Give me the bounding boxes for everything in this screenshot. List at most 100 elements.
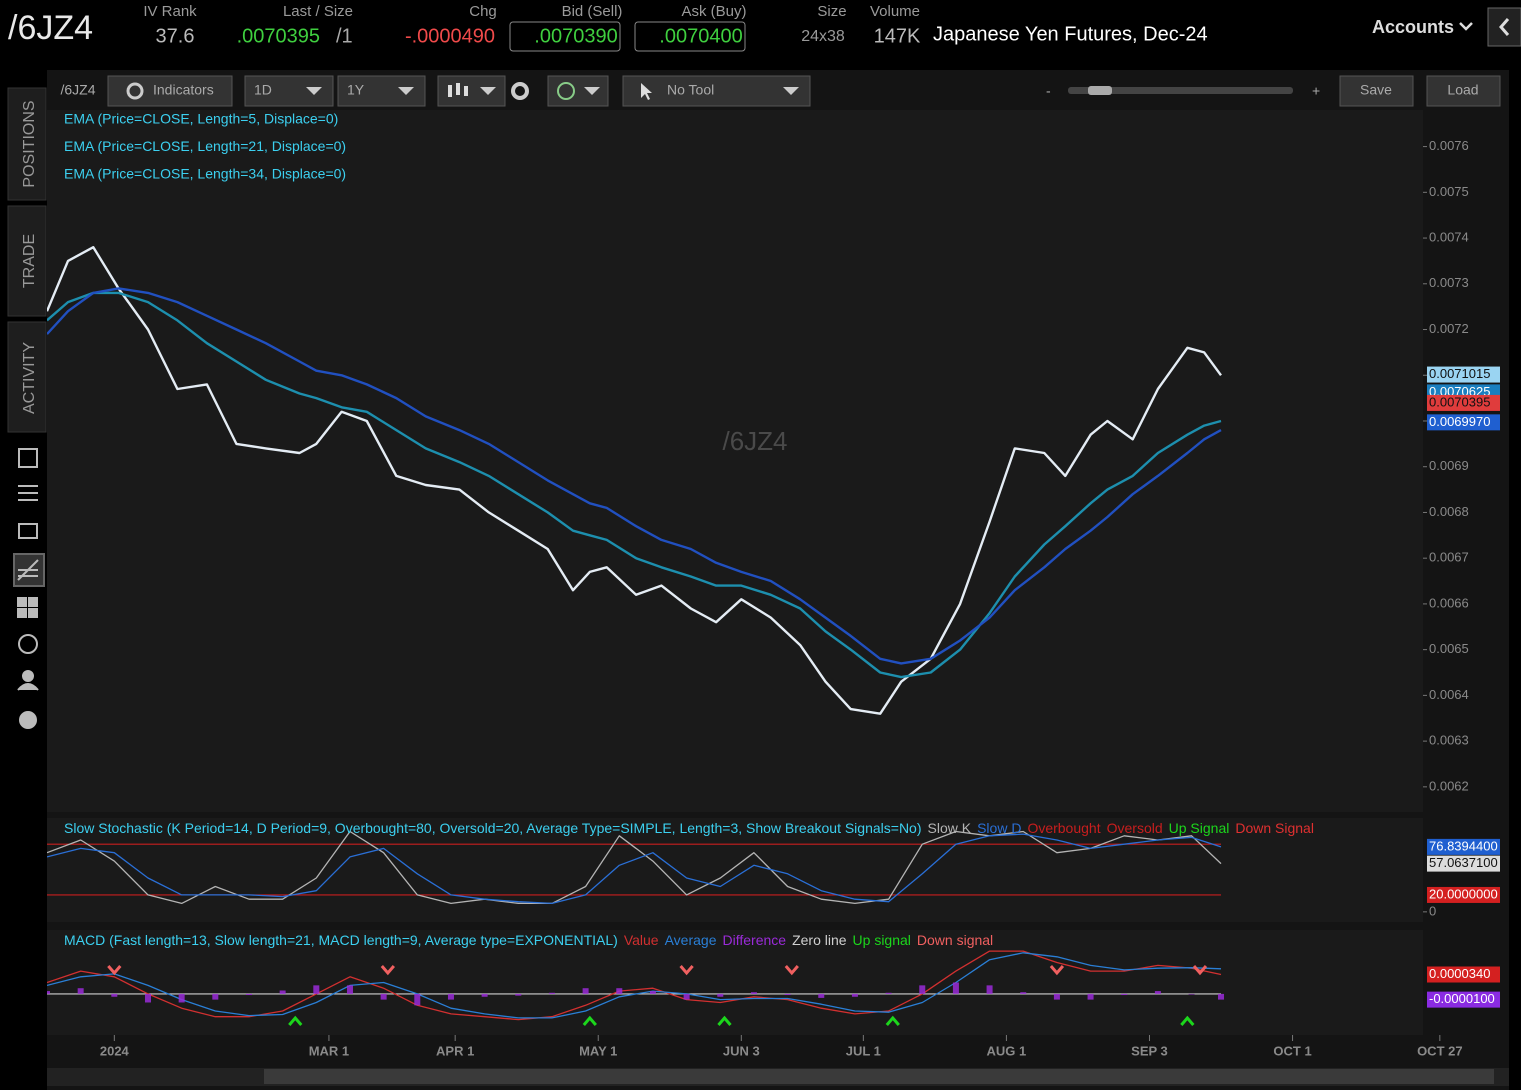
cursor-icon [641,83,652,100]
button-label[interactable]: Save [1360,82,1392,98]
price-label: 76.8394400 [1429,838,1498,853]
histogram-bar [346,985,353,994]
y-tick-label: 0.0076 [1429,138,1469,153]
signal-marker [885,1015,900,1026]
select-value[interactable]: 1D [254,82,272,98]
side-tab[interactable] [7,87,47,201]
accounts[interactable]: Accounts [1372,17,1454,37]
price-label-box [1427,886,1500,903]
legend-entry: Zero line [792,932,847,948]
histogram-bar [717,993,724,997]
histogram-bar [178,993,185,1003]
histogram-bar [952,982,959,994]
save-button[interactable] [1339,75,1414,107]
tab-label[interactable]: POSITIONS [21,100,38,187]
scroll-thumb[interactable] [264,1069,1494,1084]
chevron[interactable] [1459,22,1473,31]
caret [480,87,496,95]
signal-marker [107,965,122,976]
x-tick-label: JUN 3 [723,1043,760,1058]
histogram-bar [784,993,791,996]
tool-select[interactable] [622,75,811,107]
tab-label[interactable]: TRADE [21,234,38,288]
histogram-bar [111,993,118,997]
legend-entry: Slow Stochastic (K Period=14, D Period=9… [64,820,922,836]
price-label: 0.0069970 [1429,414,1490,429]
histogram-bar [1121,993,1128,996]
signal-marker [679,965,694,976]
zoom-in[interactable]: + [1312,83,1320,99]
legend: Slow Stochastic (K Period=14, D Period=9… [64,820,1314,836]
select-value[interactable]: No Tool [667,82,714,98]
y-tick-label: 0.0063 [1429,733,1469,748]
button-label[interactable]: Load [1447,82,1478,98]
series-line [47,291,1222,679]
label: Last / Size [283,3,353,20]
y-tick-label: 0.0069 [1429,458,1469,473]
drawing-icon [557,82,575,100]
price-label: 0.0071015 [1429,366,1490,381]
x-tick-label: MAY 1 [579,1043,617,1058]
histogram-bar [279,990,286,994]
value[interactable]: .0070400 [659,25,742,47]
y-tick-label: 0.0065 [1429,641,1469,656]
ask-box[interactable] [634,21,746,52]
y-tick-label: 0 [1429,903,1436,918]
histogram-bar [919,985,926,994]
caret [306,87,322,95]
legend-entry: Down signal [917,932,993,948]
legend-entry: EMA (Price=CLOSE, Length=21, Displace=0) [64,138,346,154]
zoom-track[interactable] [1068,87,1293,94]
legend-entry: Overbought [1027,820,1100,836]
value[interactable]: .0070390 [534,25,617,47]
label: Size [817,3,846,20]
histogram-bar [616,988,623,994]
side-icons[interactable] [13,448,45,729]
legend-entry: EMA (Price=CLOSE, Length=5, Displace=0) [64,111,338,127]
histogram-bar [144,993,151,1003]
histogram-bar [515,993,522,996]
value: 37.6 [156,25,195,47]
bid-box[interactable] [509,21,621,52]
histogram-bar [47,991,50,994]
settings-icon[interactable] [511,82,529,100]
legend-entry: Difference [723,932,787,948]
select-value[interactable]: 1Y [347,82,365,98]
histogram-bar [77,988,84,994]
symbol: /6JZ4 [8,9,93,47]
label: IV Rank [143,3,197,20]
legend-entry: Slow D [977,820,1021,836]
side-tab[interactable] [7,205,47,317]
histogram-bar [481,993,488,997]
zoom-out[interactable]: - [1046,83,1051,99]
label: Ask (Buy) [681,3,746,20]
aggregation-select[interactable] [244,75,334,107]
histogram-bar [1188,993,1195,995]
value: 24x38 [801,28,845,45]
signal-marker [1180,1015,1195,1026]
y-tick-label: 0.0066 [1429,595,1469,610]
y-tick-label: 0.0073 [1429,275,1469,290]
button-label[interactable]: Indicators [153,82,214,98]
tab-label[interactable]: ACTIVITY [21,342,38,414]
histogram-bar [1218,993,1225,1000]
zoom-thumb[interactable] [1088,86,1112,95]
value: -.0000490 [405,25,495,47]
series-line [47,833,1222,905]
legend-entry: MACD (Fast length=13, Slow length=21, MA… [64,932,618,948]
range-select[interactable] [337,75,426,107]
toolbar-symbol: /6JZ4 [60,82,95,98]
price-label-box [1427,838,1500,855]
plot: /6JZ4 [47,246,1222,715]
collapse-button[interactable] [1487,7,1521,47]
histogram-bar [750,992,757,994]
price-label: 0.0000340 [1429,966,1490,981]
x-tick-label: MAR 1 [309,1043,349,1058]
macd-pane [47,930,1423,1035]
y-tick-label: 0.0064 [1429,687,1469,702]
label: Bid (Sell) [562,3,623,20]
load-button[interactable] [1426,75,1501,107]
side-tab[interactable] [7,321,47,433]
price-label: 0.0070395 [1429,394,1490,409]
